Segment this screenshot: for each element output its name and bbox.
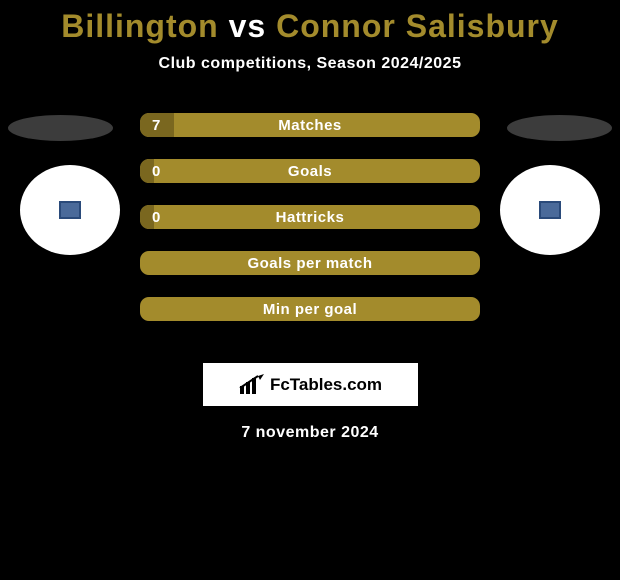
- player1-avatar: [20, 165, 120, 255]
- title-p2: Connor Salisbury: [276, 8, 559, 44]
- stat-category: Hattricks: [140, 209, 480, 226]
- title-vs: vs: [229, 8, 267, 44]
- shadow-left: [8, 115, 113, 141]
- player2-avatar: [500, 165, 600, 255]
- page-title: Billington vs Connor Salisbury: [0, 0, 620, 45]
- date-stamp: 7 november 2024: [0, 424, 620, 442]
- brand-text: FcTables.com: [270, 375, 382, 395]
- stat-category: Matches: [140, 117, 480, 134]
- stat-bar: 7Matches: [140, 113, 480, 137]
- brand-chart-icon: [238, 374, 266, 396]
- title-p1: Billington: [61, 8, 219, 44]
- player-badge-icon: [541, 203, 559, 217]
- stat-category: Goals: [140, 163, 480, 180]
- stat-bar: 0Goals: [140, 159, 480, 183]
- stat-bar: 0Hattricks: [140, 205, 480, 229]
- player-badge-icon: [61, 203, 79, 217]
- stat-bars: 7Matches 0Goals 0Hattricks Goals per match M…: [140, 113, 480, 343]
- stat-bar: Min per goal: [140, 297, 480, 321]
- stat-bar: Goals per match: [140, 251, 480, 275]
- stat-category: Goals per match: [140, 255, 480, 272]
- subtitle: Club competitions, Season 2024/2025: [0, 55, 620, 73]
- shadow-right: [507, 115, 612, 141]
- stat-category: Min per goal: [140, 301, 480, 318]
- brand-box: FcTables.com: [203, 363, 418, 406]
